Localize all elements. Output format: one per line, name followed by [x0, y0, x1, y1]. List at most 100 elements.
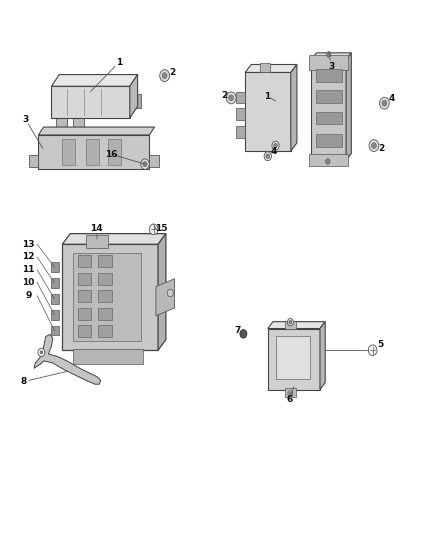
Bar	[108, 139, 121, 165]
Circle shape	[143, 161, 147, 167]
Text: 7: 7	[234, 326, 241, 335]
Bar	[316, 91, 342, 103]
Bar	[99, 290, 113, 302]
Circle shape	[272, 141, 279, 150]
Bar	[73, 253, 141, 341]
Bar	[51, 278, 59, 288]
Bar	[51, 294, 59, 304]
Polygon shape	[268, 321, 325, 328]
Text: 16: 16	[105, 150, 117, 159]
Bar	[51, 262, 59, 272]
Text: 4: 4	[271, 147, 277, 156]
Circle shape	[289, 320, 292, 324]
Circle shape	[274, 143, 277, 148]
Text: 14: 14	[90, 224, 102, 233]
Circle shape	[368, 345, 377, 356]
Polygon shape	[158, 233, 166, 350]
Circle shape	[287, 318, 293, 326]
Circle shape	[38, 348, 45, 357]
Polygon shape	[29, 155, 39, 167]
Circle shape	[160, 70, 170, 82]
Text: 2: 2	[221, 91, 227, 100]
Polygon shape	[130, 94, 141, 109]
Polygon shape	[56, 118, 67, 127]
Bar	[51, 326, 59, 335]
Bar	[73, 349, 143, 364]
Text: 10: 10	[22, 278, 35, 287]
Bar	[285, 388, 296, 398]
Circle shape	[240, 329, 247, 338]
Text: 8: 8	[21, 377, 27, 386]
Polygon shape	[291, 64, 297, 151]
Text: 1: 1	[116, 58, 122, 67]
Polygon shape	[245, 64, 297, 72]
Text: 3: 3	[22, 115, 28, 124]
Circle shape	[382, 100, 387, 106]
Circle shape	[326, 52, 331, 57]
Bar	[316, 69, 342, 82]
Polygon shape	[73, 118, 84, 127]
Bar	[86, 235, 108, 248]
Polygon shape	[130, 75, 138, 118]
Bar	[78, 273, 92, 285]
Polygon shape	[39, 135, 149, 169]
Polygon shape	[311, 53, 351, 60]
Polygon shape	[51, 75, 138, 86]
Bar	[78, 255, 92, 267]
Bar	[62, 139, 75, 165]
Text: 9: 9	[25, 291, 32, 300]
Bar	[276, 336, 311, 379]
Bar	[285, 320, 296, 328]
Circle shape	[264, 152, 272, 160]
Polygon shape	[156, 279, 175, 316]
Polygon shape	[245, 72, 291, 151]
Polygon shape	[311, 60, 346, 160]
Circle shape	[325, 159, 330, 164]
Bar	[86, 139, 99, 165]
Text: 2: 2	[378, 144, 385, 154]
Circle shape	[226, 92, 236, 104]
Circle shape	[162, 72, 167, 78]
Bar	[316, 134, 342, 147]
Polygon shape	[236, 92, 245, 103]
Bar	[99, 325, 113, 337]
Polygon shape	[236, 126, 245, 138]
Text: 13: 13	[22, 240, 35, 249]
Text: 6: 6	[286, 394, 293, 403]
Circle shape	[371, 143, 376, 149]
Polygon shape	[62, 233, 166, 244]
Polygon shape	[34, 334, 101, 384]
Polygon shape	[346, 53, 351, 160]
Polygon shape	[320, 321, 325, 390]
Text: 2: 2	[170, 68, 176, 77]
Bar	[99, 255, 113, 267]
Text: 1: 1	[264, 92, 270, 101]
Polygon shape	[236, 109, 245, 120]
Text: 4: 4	[389, 94, 396, 103]
Bar	[78, 325, 92, 337]
Polygon shape	[268, 328, 320, 390]
Circle shape	[141, 159, 149, 169]
Bar	[51, 310, 59, 319]
Bar	[99, 273, 113, 285]
Circle shape	[149, 224, 158, 235]
Circle shape	[229, 95, 233, 101]
Bar	[78, 290, 92, 302]
Bar	[309, 154, 348, 166]
Polygon shape	[62, 244, 158, 350]
Bar	[78, 308, 92, 319]
Circle shape	[288, 391, 293, 397]
Circle shape	[369, 140, 379, 151]
Circle shape	[266, 154, 269, 158]
Polygon shape	[149, 155, 159, 167]
Polygon shape	[51, 86, 130, 118]
Circle shape	[40, 351, 43, 354]
Text: 12: 12	[22, 253, 35, 262]
Polygon shape	[39, 127, 155, 135]
Bar	[316, 112, 342, 124]
Circle shape	[167, 289, 173, 297]
Text: 3: 3	[328, 62, 334, 70]
Bar	[309, 55, 348, 70]
Bar	[260, 63, 270, 72]
Circle shape	[379, 97, 389, 109]
